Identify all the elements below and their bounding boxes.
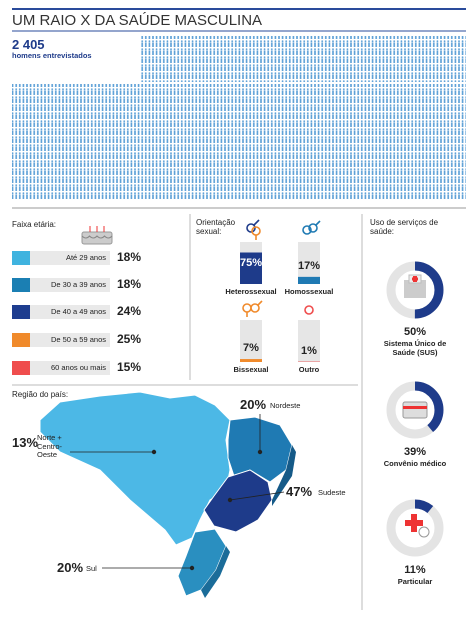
ring-arc bbox=[386, 381, 444, 439]
bar-value: 7% bbox=[243, 342, 259, 355]
bar-label: Heterossexual bbox=[225, 287, 277, 296]
bar-label: Bissexual bbox=[233, 365, 269, 374]
count: 2 405 bbox=[12, 37, 45, 52]
age-rows bbox=[12, 251, 110, 375]
section-title: Região do país: bbox=[12, 390, 69, 399]
service-name: Convênio médico bbox=[383, 459, 447, 468]
service-value: 50% bbox=[403, 326, 427, 338]
age-value: 24% bbox=[117, 304, 142, 318]
age-label: De 50 a 59 anos bbox=[50, 335, 106, 344]
service-name: Sistema Único de Saúde (SUS) bbox=[383, 339, 447, 357]
region-name: Norte + Centro-Oeste bbox=[37, 433, 63, 460]
region-name: Nordeste bbox=[270, 401, 301, 410]
service-icons bbox=[402, 274, 430, 538]
people-grid bbox=[12, 84, 466, 200]
bar-label: Outro bbox=[298, 365, 320, 374]
service-value: 11% bbox=[404, 564, 426, 576]
title: UM RAIO X DA SAÚDE MASCULINA bbox=[12, 12, 263, 29]
bar-background bbox=[298, 242, 320, 284]
region-name: Sudeste bbox=[318, 488, 346, 497]
age-label: 60 anos ou mais bbox=[50, 363, 106, 372]
cake-icon bbox=[81, 226, 113, 245]
region-value: 20% bbox=[57, 560, 84, 575]
bar-value: 17% bbox=[297, 259, 321, 272]
bar-background bbox=[240, 320, 262, 362]
bar bbox=[240, 359, 262, 362]
age-label: De 30 a 39 anos bbox=[50, 280, 106, 289]
bar bbox=[240, 252, 262, 284]
bar-background bbox=[298, 320, 320, 362]
bar-value: 75% bbox=[239, 256, 263, 269]
ring-arc bbox=[386, 499, 444, 557]
orientation-icons bbox=[242, 219, 321, 317]
region-value: 13% bbox=[12, 435, 39, 450]
service-value: 39% bbox=[403, 446, 427, 458]
age-value: 15% bbox=[117, 360, 142, 374]
bar bbox=[298, 276, 320, 284]
brazil-map bbox=[39, 391, 296, 598]
people-grid bbox=[140, 36, 466, 82]
count-label: homens entrevistados bbox=[12, 51, 92, 60]
region-value: 20% bbox=[240, 397, 267, 412]
region-name: Sul bbox=[86, 564, 97, 573]
section-title: Faixa etária: bbox=[12, 220, 57, 229]
service-name: Particular bbox=[397, 577, 433, 586]
section-title: Uso de serviços de saúde: bbox=[370, 218, 439, 237]
ring-arc bbox=[386, 261, 444, 319]
age-value: 18% bbox=[117, 277, 142, 291]
bar-label: Homossexual bbox=[284, 287, 334, 296]
leader-lines bbox=[70, 414, 285, 571]
section-title: Orientação sexual: bbox=[196, 218, 236, 237]
age-value: 18% bbox=[117, 250, 142, 264]
region-value: 47% bbox=[286, 484, 313, 499]
age-label: Até 29 anos bbox=[65, 253, 106, 262]
age-label: De 40 a 49 anos bbox=[50, 307, 106, 316]
bar-value: 1% bbox=[301, 344, 317, 357]
age-value: 25% bbox=[117, 332, 142, 346]
